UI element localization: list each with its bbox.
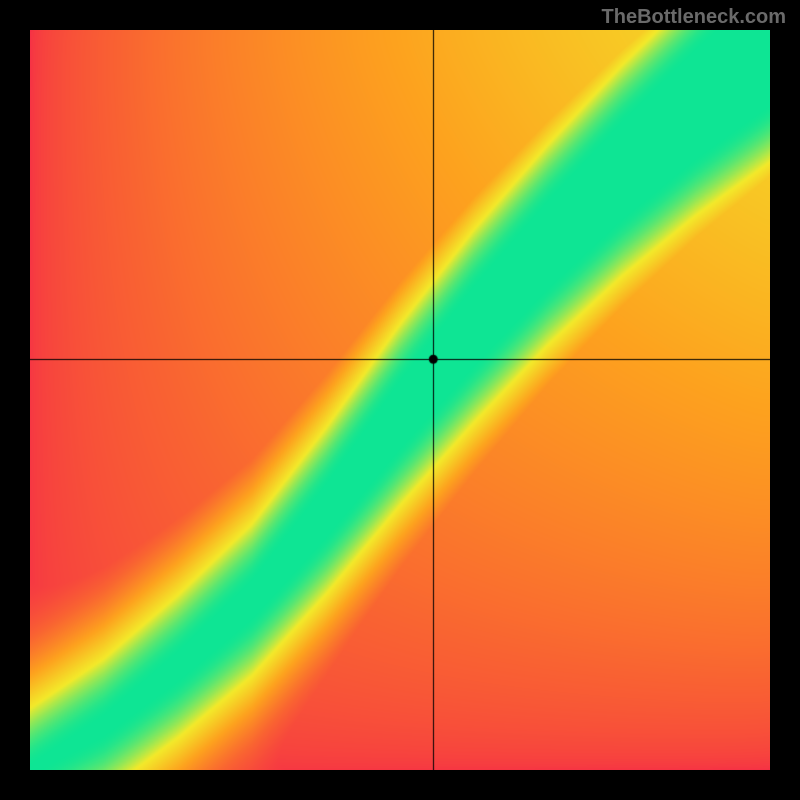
heatmap-plot	[30, 30, 770, 770]
attribution-text: TheBottleneck.com	[602, 6, 786, 29]
heatmap-canvas	[30, 30, 770, 770]
